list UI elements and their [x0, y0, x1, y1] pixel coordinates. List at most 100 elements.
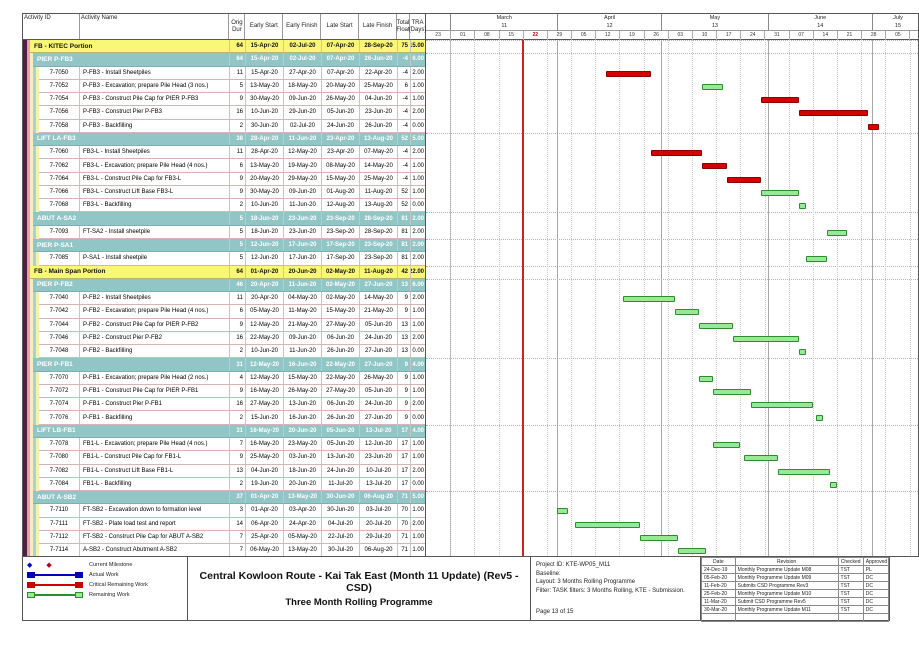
cell-early-finish: 20-Jun-20 [283, 477, 321, 491]
gantt-bar-remaining[interactable] [816, 415, 824, 422]
group-band-stripe [23, 424, 27, 438]
table-group-row[interactable]: FB - Main Span Portion 64 01-Apr-20 20-Jun-… [23, 265, 425, 279]
table-row[interactable]: 7-7052 P-FB3 - Excavation; prepare Pile H… [23, 79, 425, 94]
table-row[interactable]: 7-7078 FB1-L - Excavation; prepare Pile H… [23, 437, 425, 452]
table-row[interactable]: 7-7084 FB1-L - Backfilling 2 19-Jun-20 20-Ju… [23, 477, 425, 492]
week-grid-line [474, 40, 476, 556]
table-group-row[interactable]: ABUT A-SA2 5 18-Jun-20 23-Jun-20 23-Sep-20 28… [23, 212, 425, 226]
table-group-row[interactable]: PIER P-SA1 5 12-Jun-20 17-Jun-20 17-Sep-20 23… [23, 238, 425, 253]
table-group-row[interactable]: LIFT LB-FB1 31 16-May-20 20-Jun-20 05-Jun-20… [23, 424, 425, 438]
gantt-bar-remaining[interactable] [702, 83, 724, 90]
gantt-bar-remaining[interactable] [712, 441, 741, 448]
table-group-row[interactable]: PIER P-FB3 64 15-Apr-20 02-Jul-20 07-Apr-20 2… [23, 53, 425, 67]
gantt-bar-remaining[interactable] [698, 322, 734, 329]
group-band-stripe [33, 185, 36, 200]
gantt-bar-critical[interactable] [799, 110, 869, 117]
gantt-bar-remaining[interactable] [574, 521, 641, 528]
gantt-bar-critical[interactable] [605, 70, 651, 77]
table-row[interactable]: 7-7044 P-FB2 - Construct Pile Cap for PIE… [23, 318, 425, 332]
gantt-bar-remaining[interactable] [750, 402, 813, 409]
table-row[interactable]: 7-7111 FT-SB2 - Plate load test and repor… [23, 517, 425, 531]
table-row[interactable]: 7-7058 P-FB3 - Backfilling 2 30-Jun-20 02-Ju… [23, 119, 425, 133]
table-row[interactable]: 7-7082 FB1-L - Construct Lift Base FB1-L 1… [23, 464, 425, 478]
gantt-bar-remaining[interactable] [698, 375, 713, 382]
gantt-bar-remaining[interactable] [557, 508, 568, 515]
table-group-row[interactable]: LIFT LA-FB3 38 28-Apr-20 11-Jun-20 23-Apr-20… [23, 132, 425, 147]
table-row[interactable]: 7-7042 P-FB2 - Excavation; prepare Pile H… [23, 305, 425, 319]
gantt-bar-remaining[interactable] [743, 455, 779, 462]
cell-early-finish: 23-Jun-20 [283, 212, 321, 225]
gantt-bar-critical[interactable] [650, 150, 703, 157]
red-diamond-icon: ◆ [46, 561, 52, 569]
table-row[interactable]: 7-7056 P-FB3 - Construct Pier P-FB3 16 10-J… [23, 106, 425, 120]
group-band-stripe [27, 212, 30, 226]
table-row[interactable]: 7-7070 P-FB1 - Excavation; prepare Pile H… [23, 371, 425, 385]
table-row[interactable]: 7-7050 P-FB3 - Install Sheetpiles 11 15-Apr… [23, 66, 425, 80]
gantt-bar-remaining[interactable] [826, 229, 848, 236]
table-row[interactable]: 7-7114 A-SB2 - Construct Abutment A-SB2 7 0… [23, 544, 425, 556]
gantt-bar-remaining[interactable] [778, 468, 831, 475]
table-row[interactable]: 7-7066 FB3-L - Construct Lift Base FB3-L 9… [23, 185, 425, 200]
group-band-stripe [36, 66, 39, 80]
cell-tra-days: 0.00 [410, 345, 425, 358]
cell-total-float: 75 [397, 40, 410, 53]
group-band-stripe [36, 199, 39, 213]
table-row[interactable]: 7-7062 FB3-L - Excavation; prepare Pile H… [23, 159, 425, 173]
group-band-stripe [27, 238, 30, 253]
table-group-row[interactable]: FB - KITEC Portion 64 15-Apr-20 02-Jul-20 07… [23, 40, 425, 54]
cell-late-start: 22-Jul-20 [321, 530, 359, 544]
group-band-stripe [30, 345, 33, 359]
cell-orig-dur: 14 [229, 517, 245, 530]
layout-text: Layout: 3 Months Rolling Programme [536, 579, 636, 585]
gantt-bar-remaining[interactable] [640, 534, 679, 541]
gantt-bar-critical[interactable] [868, 123, 879, 130]
gantt-bar-remaining[interactable] [678, 548, 706, 555]
gantt-bar-critical[interactable] [761, 97, 800, 104]
cell-tra-days: 2.00 [410, 212, 425, 225]
table-group-row[interactable]: PIER P-FB2 46 20-Apr-20 11-Jun-20 02-May-20 2… [23, 278, 425, 293]
report-title-block: Central Kowloon Route - Kai Tak East (Mo… [188, 557, 531, 620]
group-band-stripe [27, 252, 30, 266]
group-band-stripe [23, 477, 27, 492]
cell-tra-days: 1.00 [410, 318, 425, 331]
gantt-bar-critical[interactable] [702, 163, 727, 170]
table-row[interactable]: 7-7068 FB3-L - Backfilling 2 10-Jun-20 11-Ju… [23, 199, 425, 213]
table-row[interactable]: 7-7064 FB3-L - Construct Pile Cap for FB3… [23, 172, 425, 186]
table-row[interactable]: 7-7085 P-SA1 - Install sheetpile 5 12-Jun-2… [23, 252, 425, 266]
revision-header-cell: Date [701, 557, 736, 566]
cell-late-finish: 28-Sep-20 [359, 40, 397, 53]
table-row[interactable]: 7-7046 P-FB2 - Construct Pier P-FB2 16 22-M… [23, 331, 425, 346]
cell-orig-dur: 11 [229, 146, 245, 159]
table-row[interactable]: 7-7080 FB1-L - Construct Pile Cap for FB1… [23, 451, 425, 465]
group-band-stripe [23, 292, 27, 306]
table-row[interactable]: 7-7093 FT-SA2 - Install sheetpile 5 18-Jun-… [23, 225, 425, 239]
gantt-bar-remaining[interactable] [799, 349, 806, 356]
gantt-bar-remaining[interactable] [622, 296, 675, 303]
table-row[interactable]: 7-7054 P-FB3 - Construct Pile Cap for PIE… [23, 93, 425, 107]
table-group-row[interactable]: PIER P-FB1 31 12-May-20 16-Jun-20 22-May-20 2… [23, 358, 425, 372]
table-row[interactable]: 7-7060 FB3-L - Install Sheetpiles 11 28-Apr… [23, 146, 425, 160]
table-row[interactable]: 7-7076 P-FB1 - Backfilling 2 15-Jun-20 16-Ju… [23, 411, 425, 425]
gantt-bar-remaining[interactable] [799, 203, 806, 210]
table-row[interactable]: 7-7072 P-FB1 - Construct Pile Cap for PIE… [23, 384, 425, 399]
legend-item-critical-remaining-work: Critical Remaining Work [27, 580, 183, 590]
cell-activity-id: 7-7084 [49, 480, 69, 487]
row-body: 7-7066 FB3-L - Construct Lift Base FB3-L 9… [39, 185, 425, 200]
table-row[interactable]: 7-7040 P-FB2 - Install Sheetpiles 11 20-Apr… [23, 292, 425, 306]
table-row[interactable]: 7-7048 P-FB2 - Backfilling 2 10-Jun-20 11-Ju… [23, 345, 425, 359]
gantt-bar-remaining[interactable] [830, 481, 838, 488]
table-row[interactable]: 7-7112 FT-SB2 - Construct Pile Cap for AB… [23, 530, 425, 545]
table-group-row[interactable]: ABUT A-SB2 37 01-Apr-20 13-May-20 30-Jun-20 0… [23, 491, 425, 505]
table-row[interactable]: 7-7074 P-FB1 - Construct Pier P-FB1 16 27-M… [23, 398, 425, 412]
group-band-stripe [23, 265, 27, 279]
gantt-bar-remaining[interactable] [712, 388, 751, 395]
cell-tra-days: 5.00 [410, 491, 425, 504]
table-row[interactable]: 7-7110 FT-SB2 - Excavation down to format… [23, 504, 425, 518]
gantt-bar-critical[interactable] [726, 176, 762, 183]
gantt-bar-remaining[interactable] [674, 309, 699, 316]
legend-label-current-milestone: Current Milestone [89, 562, 133, 568]
gantt-bar-remaining[interactable] [761, 189, 800, 196]
gantt-bar-remaining[interactable] [733, 335, 800, 342]
cell-early-finish: 05-May-20 [283, 530, 321, 544]
gantt-bar-remaining[interactable] [806, 256, 827, 263]
